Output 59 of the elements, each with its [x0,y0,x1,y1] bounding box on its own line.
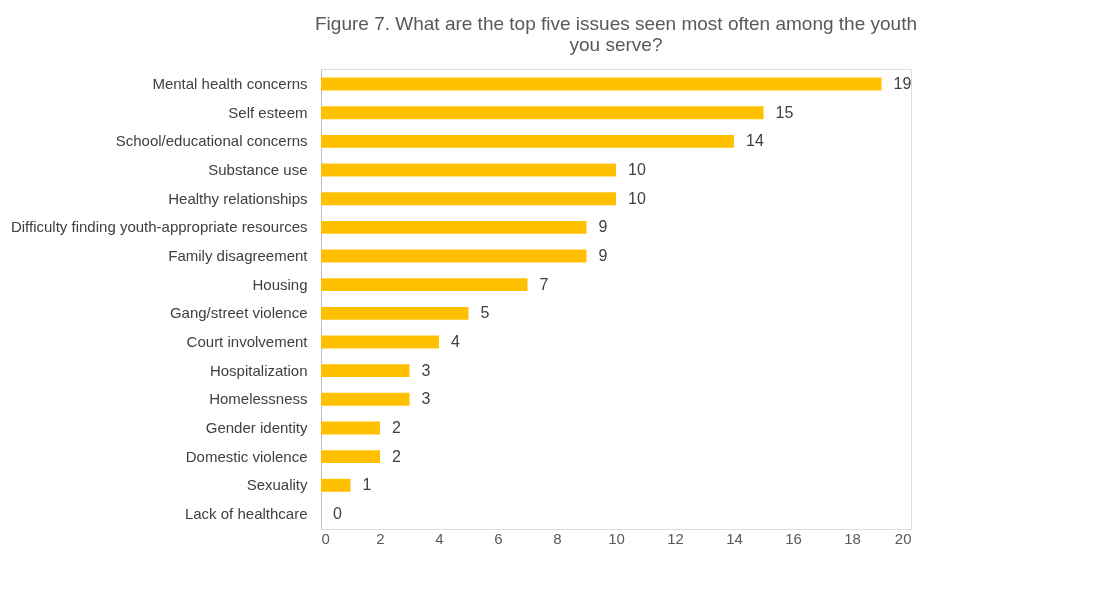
bar [321,306,469,320]
y-tick-label: Homelessness [209,390,308,408]
data-label: 4 [451,332,460,350]
bar [321,392,410,406]
x-tick-label: 10 [608,529,625,547]
bar [321,163,616,177]
bar [321,450,380,464]
bar [321,278,528,292]
bar [321,77,882,91]
y-tick-label: Domestic violence [185,447,308,465]
y-tick-label: Healthy relationships [168,189,308,207]
data-label: 2 [392,447,401,465]
bar [321,134,734,148]
data-label: 9 [598,218,608,236]
data-label: 2 [392,418,401,436]
x-tick-label: 6 [494,529,503,547]
bar [321,335,439,349]
y-tick-label: Sexuality [246,476,308,494]
data-label: 7 [539,275,549,293]
y-tick-label: Substance use [208,161,308,179]
data-label: 10 [628,189,646,207]
x-tick-label: 16 [785,529,802,547]
chart-title: Figure 7. What are the top five issues seen most often among the youth you serve? [315,13,917,55]
data-label: 10 [628,161,646,179]
data-label: 1 [362,476,372,494]
bar [321,421,380,435]
y-tick-label: Court involvement [186,332,309,350]
bar [321,106,764,120]
x-tick-label: 18 [844,529,861,547]
x-tick-label: 20 [894,529,912,547]
data-label: 9 [598,247,608,265]
bar [321,249,587,263]
y-tick-label: Mental health concerns [152,75,308,93]
y-tick-label: Self esteem [228,103,308,121]
bar [321,220,587,234]
bar [321,478,351,492]
data-label: 0 [333,504,342,522]
x-tick-label: 4 [435,529,444,547]
x-tick-label: 2 [376,529,385,547]
x-tick-label: 8 [553,529,562,547]
data-label: 19 [893,75,912,93]
y-tick-label: Hospitalization [209,361,308,379]
data-label: 3 [421,390,431,408]
x-tick-label: 0 [321,529,330,547]
data-label: 3 [421,361,431,379]
data-label: 14 [746,132,764,150]
x-tick-label: 12 [667,529,684,547]
y-tick-label: Gang/street violence [169,304,308,322]
data-label: 15 [775,103,794,121]
y-tick-label: Lack of healthcare [184,504,308,522]
bar [321,364,410,378]
y-tick-label: Gender identity [205,418,308,436]
y-tick-label: Family disagreement [168,247,309,265]
y-tick-label: Housing [252,275,308,293]
data-label: 5 [480,304,490,322]
bar [321,192,616,206]
y-tick-label: Difficulty finding youth-appropriate resources [10,218,308,236]
x-tick-label: 14 [726,529,743,547]
y-tick-label: School/educational concerns [115,132,308,150]
